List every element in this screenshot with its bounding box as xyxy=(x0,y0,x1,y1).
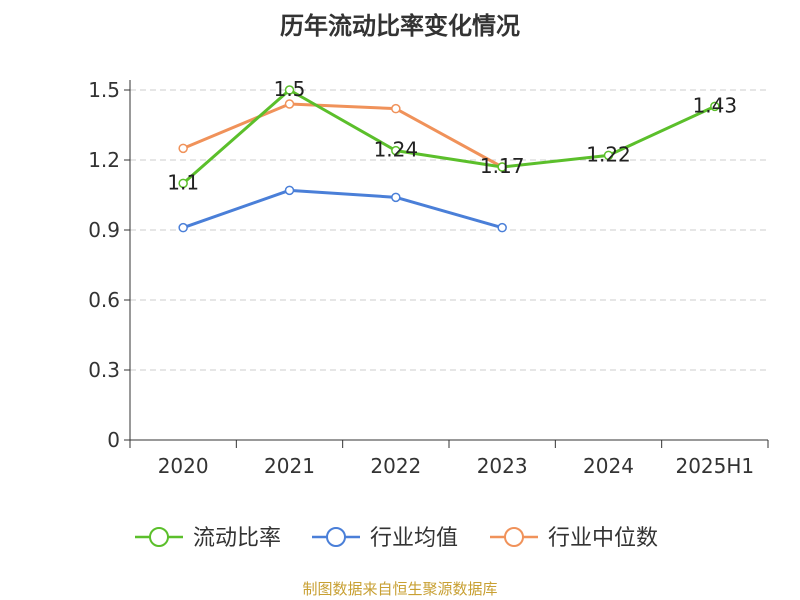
data-point xyxy=(603,150,614,161)
data-point xyxy=(284,99,295,109)
legend-marker xyxy=(504,527,524,547)
x-tick-label: 2025H1 xyxy=(675,454,754,478)
legend-label: 流动比率 xyxy=(193,526,281,551)
y-tick-label: 1.5 xyxy=(88,78,120,102)
series-line xyxy=(182,188,503,230)
y-tick-label: 1.2 xyxy=(88,148,120,172)
legend-marker xyxy=(149,527,169,547)
source-note: 制图数据来自恒生聚源数据库 xyxy=(302,580,498,598)
chart-title: 历年流动比率变化情况 xyxy=(280,12,520,40)
data-point xyxy=(391,103,401,114)
data-point xyxy=(284,185,295,196)
series-line xyxy=(182,102,503,169)
y-tick-label: 0.3 xyxy=(88,358,120,382)
series-line xyxy=(182,88,716,185)
data-label: 1.43 xyxy=(693,93,738,117)
data-point xyxy=(497,222,507,233)
data-label: 1.17 xyxy=(480,154,525,178)
legend-label: 行业均值 xyxy=(370,526,458,551)
data-point xyxy=(497,162,507,172)
x-tick-label: 2022 xyxy=(370,454,421,478)
y-tick-label: 0.6 xyxy=(88,288,120,312)
data-label: 1.24 xyxy=(374,138,419,162)
legend-label: 行业中位数 xyxy=(548,526,658,551)
data-point xyxy=(391,145,401,156)
x-tick-label: 2023 xyxy=(477,454,528,478)
data-point xyxy=(178,222,188,233)
y-tick-label: 0 xyxy=(107,428,120,452)
x-tick-label: 2024 xyxy=(583,454,634,478)
y-tick-label: 0.9 xyxy=(88,218,120,242)
data-point xyxy=(178,143,188,154)
legend-marker xyxy=(326,527,346,547)
data-point xyxy=(178,178,188,189)
x-tick-label: 2021 xyxy=(264,454,315,478)
data-label: 1.22 xyxy=(586,142,631,166)
data-point xyxy=(391,192,401,203)
data-point xyxy=(710,101,720,112)
x-tick-label: 2020 xyxy=(158,454,209,478)
data-point xyxy=(284,85,295,95)
data-label: 1.1 xyxy=(167,170,199,194)
data-label: 1.5 xyxy=(274,77,306,101)
